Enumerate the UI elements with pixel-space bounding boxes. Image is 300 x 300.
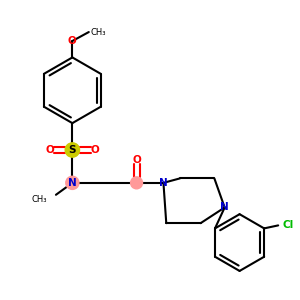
Text: O: O xyxy=(68,36,77,46)
Text: Cl: Cl xyxy=(282,220,293,230)
Text: N: N xyxy=(68,178,77,188)
Text: CH₃: CH₃ xyxy=(90,28,106,37)
Text: N: N xyxy=(159,178,168,188)
Circle shape xyxy=(130,177,142,189)
Circle shape xyxy=(65,143,80,157)
Circle shape xyxy=(66,176,79,189)
Text: N: N xyxy=(220,202,229,212)
Text: O: O xyxy=(90,145,99,155)
Text: O: O xyxy=(46,145,54,155)
Text: CH₃: CH₃ xyxy=(32,195,47,204)
Text: S: S xyxy=(69,145,76,155)
Text: O: O xyxy=(132,155,141,166)
